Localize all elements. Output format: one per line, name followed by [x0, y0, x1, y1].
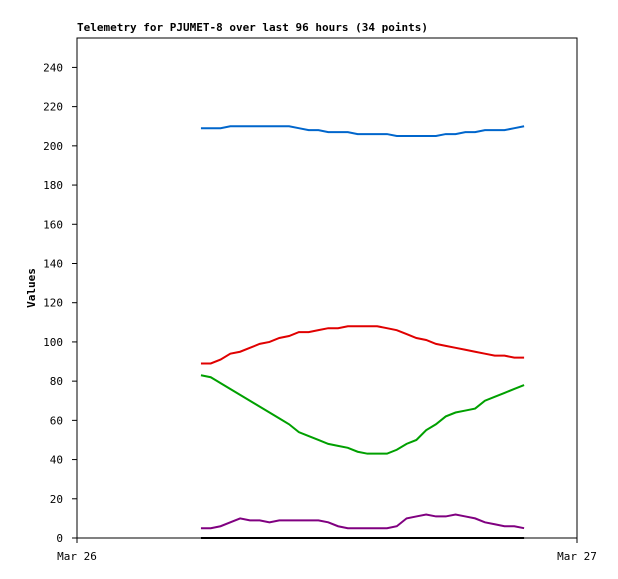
y-tick-label: 120	[43, 297, 63, 310]
y-tick-label: 240	[43, 61, 63, 74]
y-tick-label: 80	[50, 375, 63, 388]
x-tick-label: Mar 27	[557, 550, 597, 563]
y-tick-label: 60	[50, 414, 63, 427]
y-tick-label: 160	[43, 218, 63, 231]
chart-title: Telemetry for PJUMET-8 over last 96 hour…	[77, 21, 428, 34]
series-line	[200, 125, 525, 138]
series-line	[200, 513, 525, 530]
series-line	[200, 325, 525, 365]
y-tick-label: 0	[56, 532, 63, 545]
y-axis-label: Values	[25, 268, 38, 308]
plot-frame	[76, 37, 578, 539]
series-line	[200, 374, 525, 455]
y-tick-label: 200	[43, 140, 63, 153]
y-tick-label: 100	[43, 336, 63, 349]
y-tick-label: 20	[50, 493, 63, 506]
y-tick-label: 40	[50, 454, 63, 467]
x-tick-label: Mar 26	[57, 550, 97, 563]
y-tick-label: 220	[43, 101, 63, 114]
y-tick-label: 140	[43, 257, 63, 270]
y-tick-label: 180	[43, 179, 63, 192]
